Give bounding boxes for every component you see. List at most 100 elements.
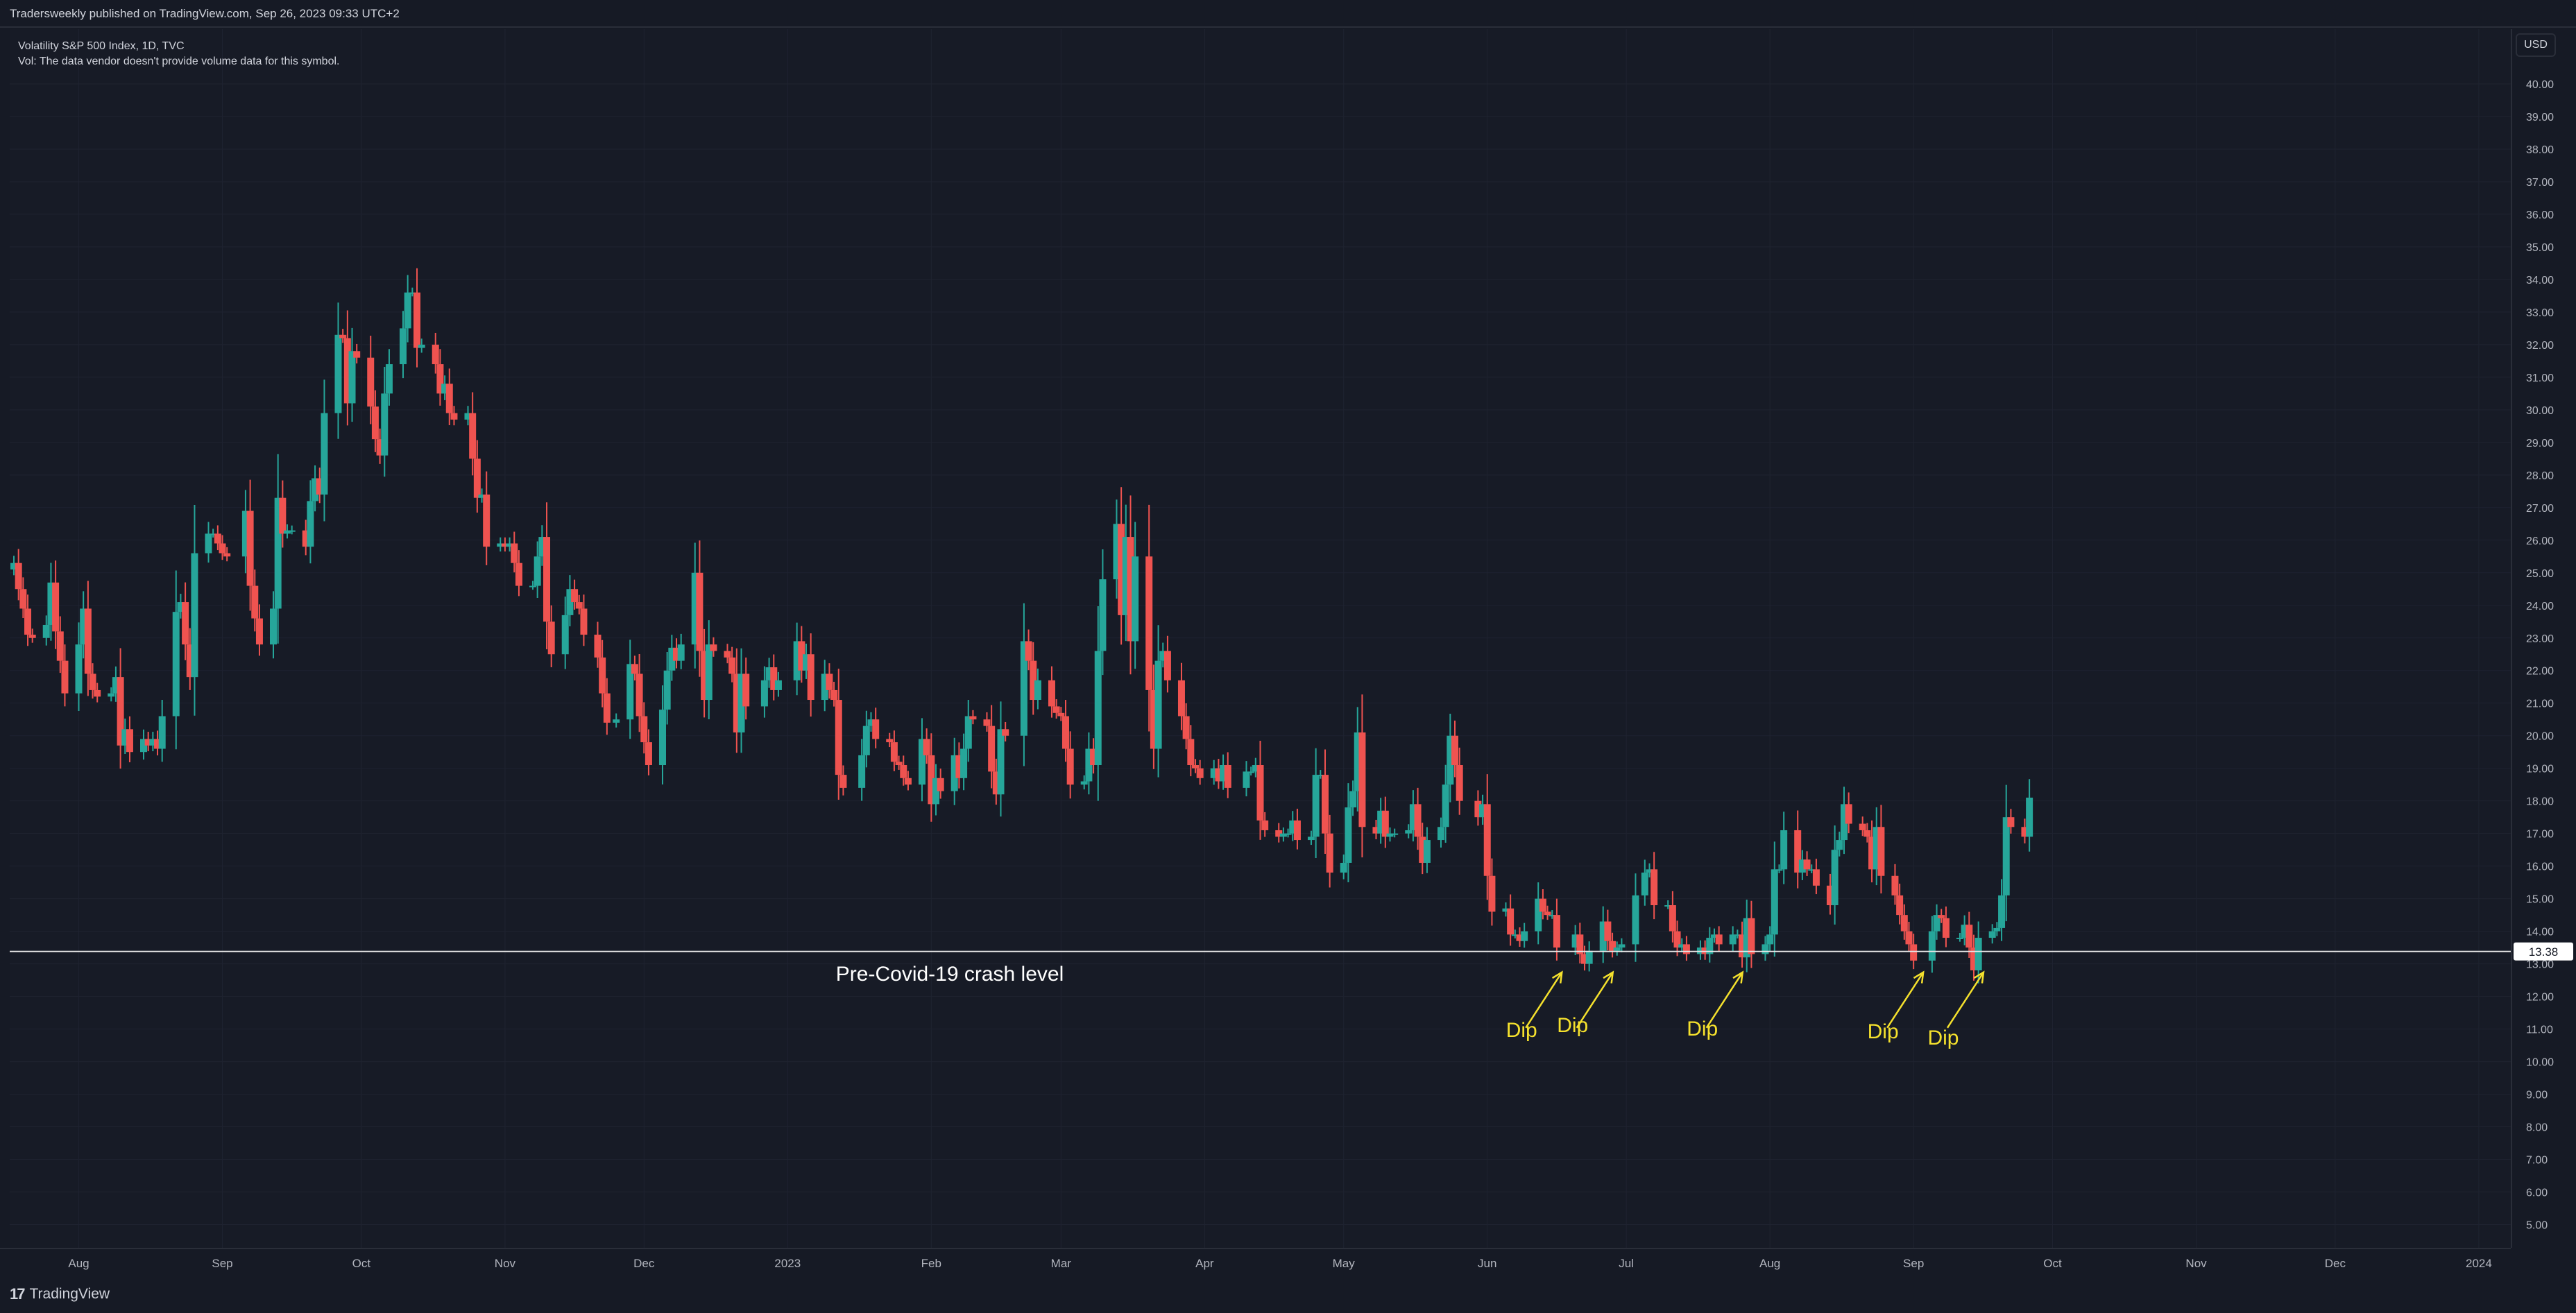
price-tick-label: 38.00 [2526, 144, 2554, 156]
price-tick-label: 36.00 [2526, 209, 2554, 221]
candle-body [94, 689, 101, 697]
candle-body [1664, 905, 1672, 907]
candle-body [1706, 938, 1714, 954]
candle-body [862, 726, 870, 755]
candle-body [895, 762, 903, 765]
candle-body [1317, 775, 1324, 777]
candle-body [149, 739, 157, 746]
candle-body [1771, 869, 1778, 935]
dip-arrowhead [1732, 970, 1744, 984]
price-tick-label: 15.00 [2526, 894, 2554, 906]
candle-body [353, 351, 361, 358]
candle-body [1419, 836, 1426, 863]
candle-body [1535, 898, 1542, 932]
candle-body [886, 739, 894, 743]
candle-body [42, 624, 50, 638]
time-scale[interactable]: Aug Sep Oct Nov Dec 2023 Feb Mar Apr May Jun Jul Aug… [0, 1248, 2511, 1276]
candle-body [1571, 934, 1579, 948]
candle-body [1159, 651, 1167, 661]
candle-body [1442, 784, 1449, 827]
candle-body [807, 654, 814, 701]
candlestick-chart[interactable]: Pre-Covid-19 crash level Dip Dip Dip Dip Dip [10, 29, 2511, 1248]
candle-body [1938, 915, 1945, 918]
price-tick-label: 28.00 [2526, 470, 2554, 482]
dip-label: Dip [1927, 1027, 1959, 1049]
candle-body [15, 563, 22, 590]
candles-layer [10, 268, 2033, 984]
candle-body [668, 647, 676, 671]
candle-body [478, 495, 486, 498]
time-tick-label: Feb [921, 1257, 941, 1270]
chart-pane[interactable]: Pre-Covid-19 crash level Dip Dip Dip Dip Dip [10, 29, 2511, 1248]
candle-body [1803, 859, 1811, 870]
candle-body [835, 700, 842, 775]
candle-body [182, 602, 189, 645]
candle-body [691, 572, 699, 645]
candle-body [529, 585, 536, 587]
candle-body [928, 755, 935, 805]
candle-body [1863, 830, 1871, 837]
candle-body [1192, 765, 1200, 769]
candle-body [1177, 680, 1185, 716]
candle-body [1289, 820, 1297, 834]
price-tick-label: 40.00 [2526, 79, 2554, 91]
price-tick-label: 37.00 [2526, 177, 2554, 189]
candle-body [1224, 765, 1231, 788]
candle-body [992, 771, 1000, 795]
candle-body [1307, 836, 1315, 841]
time-tick-label: Sep [1903, 1257, 1924, 1270]
current-price-label: 13.38 [2529, 945, 2559, 959]
candle-body [543, 537, 551, 622]
candle-body [469, 413, 477, 459]
price-tick-label: 10.00 [2526, 1057, 2554, 1069]
candle-body [1734, 934, 1741, 936]
candle-body [1798, 859, 1806, 873]
candle-body [1729, 934, 1737, 945]
candle-body [2021, 827, 2029, 837]
price-tick-label: 23.00 [2526, 633, 2554, 645]
candle-body [950, 755, 958, 791]
candle-body [793, 641, 801, 680]
candle-body [1479, 804, 1487, 818]
candle-body [1974, 938, 1982, 971]
candle-body [1877, 827, 1885, 876]
candle-body [255, 618, 263, 645]
candle-body [571, 589, 579, 603]
price-tick-label: 9.00 [2526, 1090, 2548, 1101]
candle-body [302, 530, 309, 547]
candle-body [1279, 833, 1287, 837]
candle-body [770, 667, 778, 690]
candle-body [1118, 524, 1125, 615]
candle-body [1066, 748, 1074, 785]
price-scale[interactable]: 5.00 6.00 7.00 8.00 9.00 10.00 11.00 12.00 13.00… [2511, 29, 2576, 1248]
candle-body [89, 673, 96, 690]
candle-body [312, 478, 319, 501]
grid-lines [10, 29, 2511, 1248]
candle-body [399, 328, 407, 365]
candle-body [1891, 875, 1899, 895]
candle-body [1381, 810, 1389, 837]
candle-body [603, 693, 611, 723]
time-tick-label: 2024 [2466, 1257, 2492, 1270]
candle-body [84, 608, 92, 674]
currency-button[interactable]: USD [2516, 33, 2556, 57]
candle-body [24, 608, 32, 635]
candle-body [1220, 765, 1227, 782]
brand-name: TradingView [29, 1286, 110, 1302]
price-tick-label: 32.00 [2526, 340, 2554, 352]
candle-body [1970, 947, 1977, 971]
candle-body [960, 748, 968, 778]
price-tick-label: 31.00 [2526, 372, 2554, 384]
candle-body [1252, 765, 1259, 772]
candle-body [1275, 830, 1283, 837]
candle-body [1437, 827, 1444, 841]
symbol-title: Volatility S&P 500 Index, 1D, TVC [18, 40, 185, 52]
candle-body [186, 644, 194, 678]
time-tick-label: Oct [2043, 1257, 2062, 1270]
candle-body [1998, 895, 2006, 928]
candle-body [1618, 944, 1626, 948]
candle-body [1321, 775, 1329, 834]
candle-body [867, 719, 875, 726]
volume-note: Vol: The data vendor doesn't provide vol… [18, 55, 340, 67]
tradingview-logo[interactable]: 17 TradingView [10, 1285, 110, 1303]
